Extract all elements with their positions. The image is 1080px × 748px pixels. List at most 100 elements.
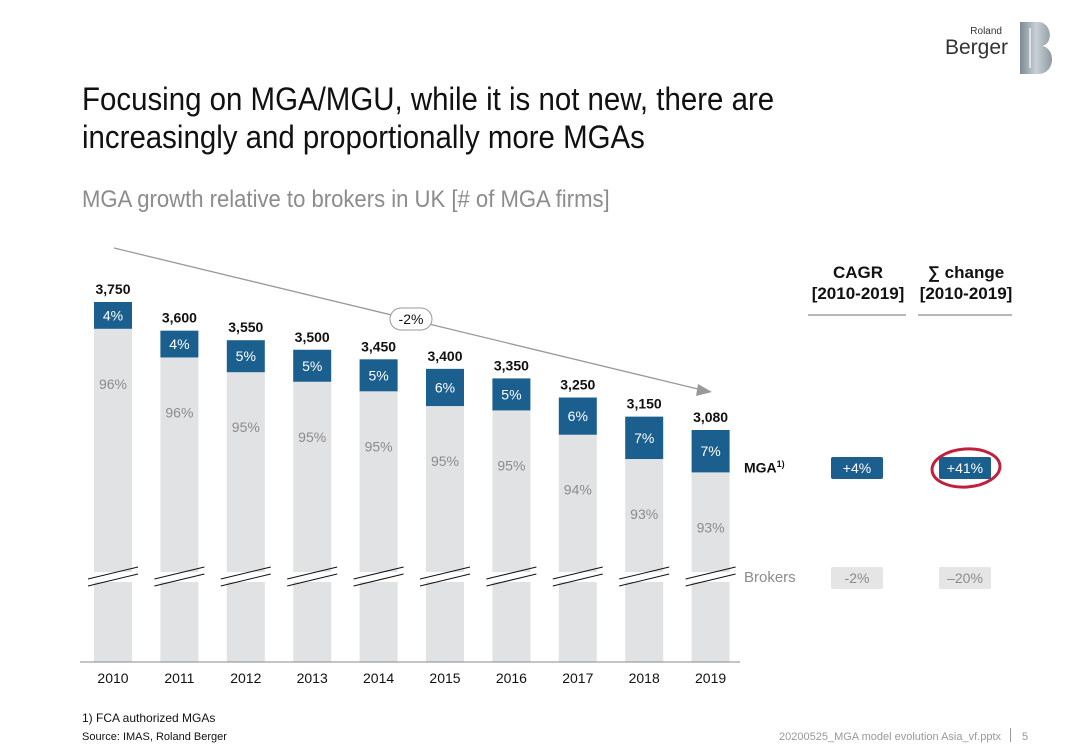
x-tick-label: 2013 — [297, 670, 328, 686]
page-number: 5 — [1022, 731, 1029, 743]
axis-break-gap — [90, 572, 136, 582]
axis-break-line — [220, 566, 271, 580]
axis-break-gap — [222, 572, 269, 582]
total-label: 3,250 — [560, 377, 595, 393]
change-header-underline — [918, 314, 1012, 316]
brokers-bar-2011 — [160, 357, 199, 662]
x-tick-label: 2012 — [230, 670, 261, 686]
x-tick-label: 2011 — [164, 670, 194, 686]
axis-break-gap — [289, 572, 336, 582]
file-name: 20200525_MGA model evolution Asia_vf.ppt… — [779, 731, 1001, 743]
brokers-percent-label: 95% — [497, 457, 525, 473]
mga-percent-label: 5% — [236, 348, 256, 364]
brokers-bar-2019 — [691, 472, 730, 662]
trend-label: -2% — [399, 311, 424, 327]
axis-break-line — [552, 566, 603, 580]
brokers-bar-2018 — [625, 459, 664, 662]
mga-footnote-marker: 1) — [776, 459, 785, 469]
brokers-bar-2015 — [426, 406, 464, 662]
mga-cagr-value: +4% — [831, 457, 883, 479]
mga-percent-label: 7% — [700, 443, 720, 459]
mga-percent-label: 5% — [368, 367, 388, 383]
axis-break-gap — [621, 572, 668, 582]
source-note: Source: IMAS, Roland Berger — [82, 731, 227, 743]
mga-percent-label: 6% — [435, 379, 455, 395]
mga-bar-2011 — [160, 330, 199, 358]
brokers-bar-2012 — [226, 372, 265, 662]
brokers-percent-label: 93% — [630, 506, 658, 522]
axis-break-line — [486, 573, 537, 587]
total-label: 3,350 — [494, 357, 529, 373]
chart-subtitle: MGA growth relative to brokers in UK [# … — [82, 186, 610, 213]
mga-label-text: MGA — [744, 459, 777, 476]
mga-percent-label: 4% — [103, 307, 123, 323]
brokers-change-value: –20% — [939, 567, 991, 589]
axis-break-line — [619, 566, 670, 580]
axis-break-line — [220, 573, 271, 587]
total-label: 3,600 — [162, 310, 197, 326]
axis-break-gap — [488, 572, 535, 582]
x-tick-label: 2016 — [496, 670, 527, 686]
logo-text-big: Berger — [944, 36, 1008, 59]
axis-break-line — [287, 573, 338, 587]
axis-break-gap — [156, 572, 203, 582]
x-tick-label: 2019 — [695, 670, 726, 686]
cagr-header: CAGR [2010-2019] — [806, 262, 910, 304]
brokers-percent-label: 96% — [165, 404, 193, 420]
brokers-bar-2010 — [94, 328, 132, 662]
brokers-bar-2014 — [359, 391, 398, 662]
footnote: 1) FCA authorized MGAs — [82, 711, 216, 725]
axis-break-line — [419, 566, 471, 580]
trend-arrowhead-icon — [696, 384, 712, 396]
total-label: 3,080 — [693, 409, 728, 425]
total-label: 3,400 — [427, 348, 462, 364]
mga-bar-2013 — [293, 349, 332, 382]
total-label: 3,150 — [627, 396, 662, 412]
mga-bar-2014 — [359, 359, 398, 392]
axis-break-line — [552, 573, 603, 587]
axis-break-line — [87, 566, 139, 580]
brokers-bar-2013 — [293, 381, 332, 662]
mga-percent-label: 5% — [501, 386, 521, 402]
x-tick-label: 2010 — [97, 670, 128, 686]
mga-bar-2012 — [226, 340, 265, 373]
axis-break-gap — [687, 572, 734, 582]
change-header-line2: [2010-2019] — [919, 284, 1013, 303]
axis-break-line — [353, 566, 404, 580]
brokers-percent-label: 95% — [298, 429, 326, 445]
mga-percent-label: 4% — [169, 336, 189, 352]
axis-break-line — [419, 573, 471, 587]
mga-percent-label: 6% — [568, 408, 588, 424]
bar-chart: 4% 96% 3,750 2010 4% 96% 3,600 2011 5% 95% 3,550 20… — [80, 247, 740, 686]
mga-percent-label: 5% — [302, 358, 322, 374]
brokers-percent-label: 95% — [365, 438, 393, 454]
axis-break-line — [619, 573, 670, 587]
mga-change-value: +41% — [939, 457, 991, 479]
axis-break-gap — [554, 572, 601, 582]
brokers-row-label: Brokers — [744, 569, 796, 586]
axis-break-line — [154, 566, 205, 580]
mga-bar-2018 — [625, 416, 664, 460]
roland-berger-logo: Roland Berger — [944, 22, 1058, 78]
x-tick-label: 2015 — [429, 670, 460, 686]
mga-percent-label: 7% — [634, 430, 654, 446]
mga-bar-2019 — [691, 430, 730, 473]
axis-break-line — [287, 566, 338, 580]
brokers-bar-2016 — [492, 410, 531, 662]
logo-text-small: Roland — [970, 26, 1002, 37]
cagr-header-underline — [808, 314, 906, 316]
highlight-circle-icon — [930, 447, 1002, 489]
change-header-line1: ∑ change — [927, 263, 1005, 282]
axis-break-line — [154, 573, 205, 587]
axis-break-gap — [355, 572, 402, 582]
total-label: 3,750 — [95, 281, 130, 297]
total-label: 3,550 — [228, 319, 263, 335]
axis-break-line — [486, 566, 537, 580]
brokers-percent-label: 95% — [232, 419, 260, 435]
brokers-cagr-value: -2% — [831, 567, 883, 589]
brokers-percent-label: 95% — [431, 453, 459, 469]
x-tick-label: 2017 — [562, 670, 593, 686]
axis-break-line — [87, 573, 139, 587]
change-header: ∑ change [2010-2019] — [914, 262, 1018, 304]
axis-break-line — [353, 573, 404, 587]
